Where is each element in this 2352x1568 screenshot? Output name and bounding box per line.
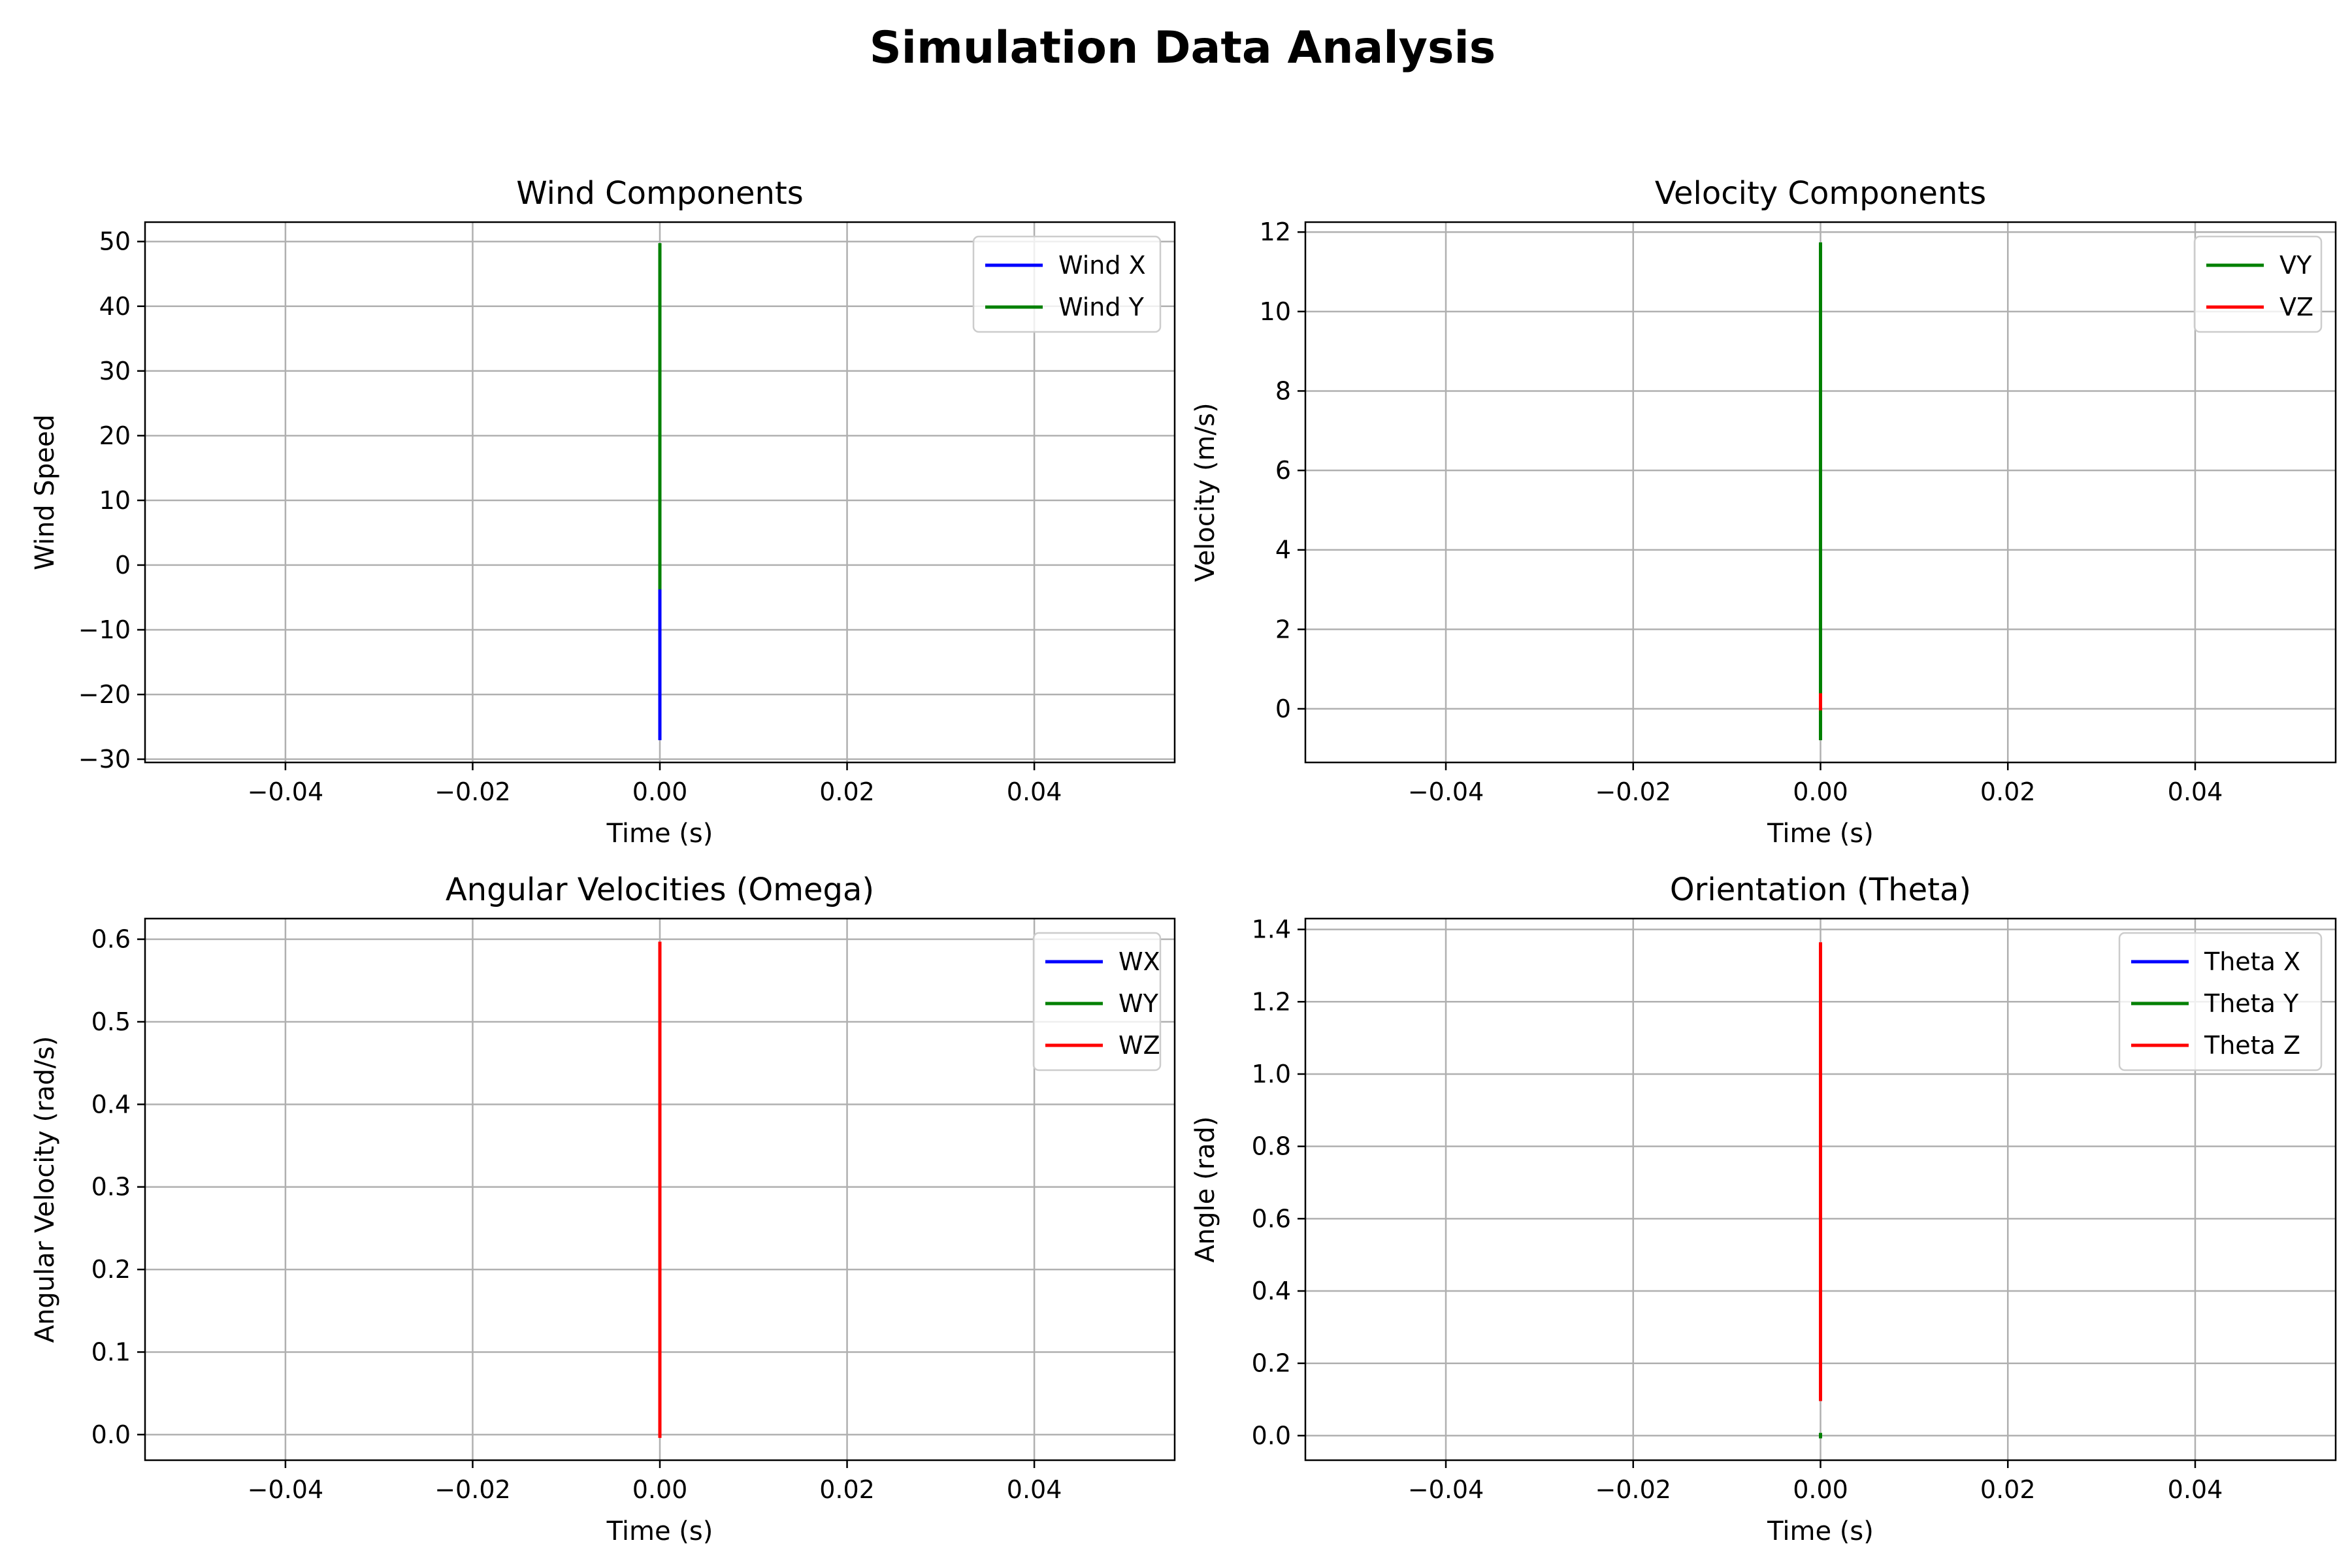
chart4-ytick-label: 0.8 bbox=[1252, 1132, 1291, 1161]
chart1-xtick-label: −0.04 bbox=[248, 777, 323, 806]
chart3-legend: WX WY WZ bbox=[1032, 932, 1162, 1071]
chart2-ytick-label: 8 bbox=[1275, 376, 1291, 405]
chart3-xtick-label: 0.02 bbox=[819, 1475, 875, 1504]
chart3-ytick-label: 0.5 bbox=[91, 1007, 131, 1036]
chart1-legend: Wind X Wind Y bbox=[972, 235, 1162, 333]
chart3-title: Angular Velocities (Omega) bbox=[446, 872, 874, 908]
chart4-legend-box bbox=[2118, 932, 2323, 1071]
chart3-legend-box bbox=[1032, 932, 1162, 1071]
chart4-legend-label-theta-x: Theta X bbox=[2204, 947, 2300, 976]
chart4-xtick-label: 0.02 bbox=[1980, 1475, 2036, 1504]
chart2-panel: −0.04 −0.02 0.00 0.02 0.04 0 2 4 6 8 10 12 Velocity … bbox=[1190, 175, 2337, 849]
chart2-ytick-label: 10 bbox=[1260, 297, 1291, 326]
figure-title: Simulation Data Analysis bbox=[870, 22, 1496, 74]
chart1-ytick-label: 20 bbox=[99, 421, 131, 450]
chart1-ytick-label: 40 bbox=[99, 292, 131, 321]
chart2-ytick-label: 6 bbox=[1275, 456, 1291, 485]
chart2-ytick-label: 12 bbox=[1260, 218, 1291, 246]
chart4-ytick-label: 0.0 bbox=[1252, 1421, 1291, 1450]
chart4-xtick-label: 0.00 bbox=[1793, 1475, 1848, 1504]
chart3-xtick-label: 0.00 bbox=[632, 1475, 688, 1504]
chart4-xlabel: Time (s) bbox=[1767, 1516, 1874, 1546]
chart2-ytick-label: 4 bbox=[1275, 536, 1291, 564]
chart2-legend-label-vz: VZ bbox=[2279, 293, 2313, 321]
chart4-legend-label-theta-y: Theta Y bbox=[2204, 989, 2299, 1018]
chart1-title: Wind Components bbox=[516, 175, 804, 212]
chart4-xtick-label: 0.04 bbox=[2168, 1475, 2223, 1504]
chart4-ytick-label: 0.6 bbox=[1252, 1204, 1291, 1233]
chart3-ytick-label: 0.1 bbox=[91, 1337, 131, 1366]
chart1-ytick-label: −30 bbox=[78, 745, 131, 774]
chart1-ytick-label: 10 bbox=[99, 486, 131, 515]
chart2-xtick-label: −0.04 bbox=[1408, 777, 1484, 806]
chart3-ytick-label: 0.2 bbox=[91, 1255, 131, 1284]
chart1-legend-label-wind-x: Wind X bbox=[1058, 251, 1146, 280]
chart2-ytick-label: 2 bbox=[1275, 615, 1291, 644]
chart3-ytick-label: 0.3 bbox=[91, 1173, 131, 1201]
chart1-xtick-label: 0.04 bbox=[1007, 777, 1062, 806]
chart1-xtick-label: −0.02 bbox=[434, 777, 510, 806]
subplots: −0.04 −0.02 0.00 0.02 0.04−30−20−10010203040… bbox=[30, 175, 2337, 1546]
chart2-xlabel: Time (s) bbox=[1767, 819, 1874, 849]
chart3-ytick-label: 0.6 bbox=[91, 925, 131, 954]
chart4-ytick-label: 0.4 bbox=[1252, 1277, 1291, 1305]
chart3-panel: −0.04 −0.02 0.00 0.02 0.04 0.0 0.1 0.2 0.3 0.4 0.5… bbox=[30, 872, 1176, 1546]
chart4-ytick-label: 1.0 bbox=[1252, 1060, 1291, 1088]
chart2-title: Velocity Components bbox=[1655, 175, 1986, 212]
chart4-ylabel: Angle (rad) bbox=[1190, 1116, 1220, 1262]
chart4-ytick-label: 0.2 bbox=[1252, 1349, 1291, 1378]
chart4-title: Orientation (Theta) bbox=[1670, 872, 1971, 908]
chart2-ytick-label: 0 bbox=[1275, 694, 1291, 723]
chart2-xtick-label: −0.02 bbox=[1595, 777, 1671, 806]
chart1-xlabel: Time (s) bbox=[606, 819, 713, 849]
chart1-ytick-label: 50 bbox=[99, 227, 131, 256]
chart2-ylabel: Velocity (m/s) bbox=[1190, 402, 1220, 581]
chart3-legend-label-wy: WY bbox=[1119, 989, 1159, 1018]
chart3-xlabel: Time (s) bbox=[606, 1516, 713, 1546]
chart2-legend: VY VZ bbox=[2193, 235, 2323, 333]
chart3-xtick-label: −0.04 bbox=[248, 1475, 323, 1504]
chart4-panel: −0.04 −0.02 0.00 0.02 0.04 0.0 0.2 0.4 0.6 0.8 1.0… bbox=[1190, 872, 2337, 1546]
chart1-ylabel: Wind Speed bbox=[30, 414, 60, 570]
chart1-ytick-label: −20 bbox=[78, 680, 131, 709]
chart3-xtick-label: 0.04 bbox=[1007, 1475, 1062, 1504]
chart3-xtick-label: −0.02 bbox=[434, 1475, 510, 1504]
chart4-ytick-label: 1.4 bbox=[1252, 915, 1291, 944]
chart4-xtick-label: −0.04 bbox=[1408, 1475, 1484, 1504]
chart1-legend-label-wind-y: Wind Y bbox=[1058, 293, 1145, 321]
chart4-legend-label-theta-z: Theta Z bbox=[2204, 1031, 2300, 1060]
chart3-ytick-label: 0.4 bbox=[91, 1090, 131, 1119]
chart1-ytick-label: 30 bbox=[99, 357, 131, 385]
chart2-xtick-label: 0.02 bbox=[1980, 777, 2036, 806]
chart1-ytick-label: 0 bbox=[115, 551, 131, 580]
chart3-ytick-label: 0.0 bbox=[91, 1420, 131, 1449]
chart1-ytick-label: −10 bbox=[78, 615, 131, 644]
chart2-legend-label-vy: VY bbox=[2279, 251, 2312, 280]
chart4-ytick-label: 1.2 bbox=[1252, 987, 1291, 1016]
chart1-xtick-label: 0.02 bbox=[819, 777, 875, 806]
chart2-xtick-label: 0.00 bbox=[1793, 777, 1848, 806]
chart4-legend: Theta X Theta Y Theta Z bbox=[2118, 932, 2323, 1071]
chart1-xtick-label: 0.00 bbox=[632, 777, 688, 806]
chart3-legend-label-wz: WZ bbox=[1119, 1031, 1160, 1060]
chart4-xtick-label: −0.02 bbox=[1595, 1475, 1671, 1504]
chart1-panel: −0.04 −0.02 0.00 0.02 0.04 −30 −20 −10 0 10 20 30 40… bbox=[30, 175, 1176, 849]
chart2-xtick-label: 0.04 bbox=[2168, 777, 2223, 806]
chart3-ylabel: Angular Velocity (rad/s) bbox=[30, 1036, 60, 1343]
chart3-legend-label-wx: WX bbox=[1119, 947, 1160, 976]
